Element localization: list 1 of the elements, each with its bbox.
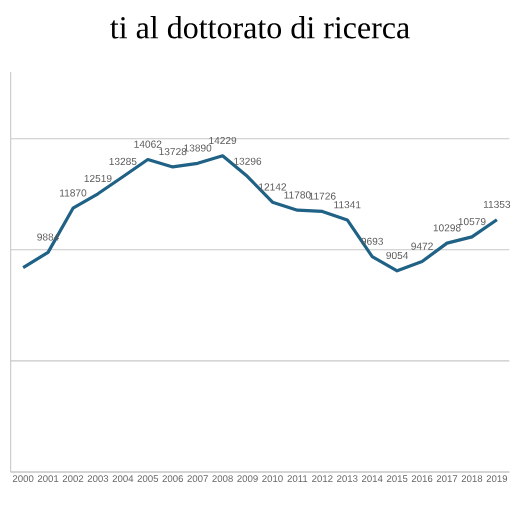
- chart-title: ti al dottorato di ricerca: [110, 16, 410, 39]
